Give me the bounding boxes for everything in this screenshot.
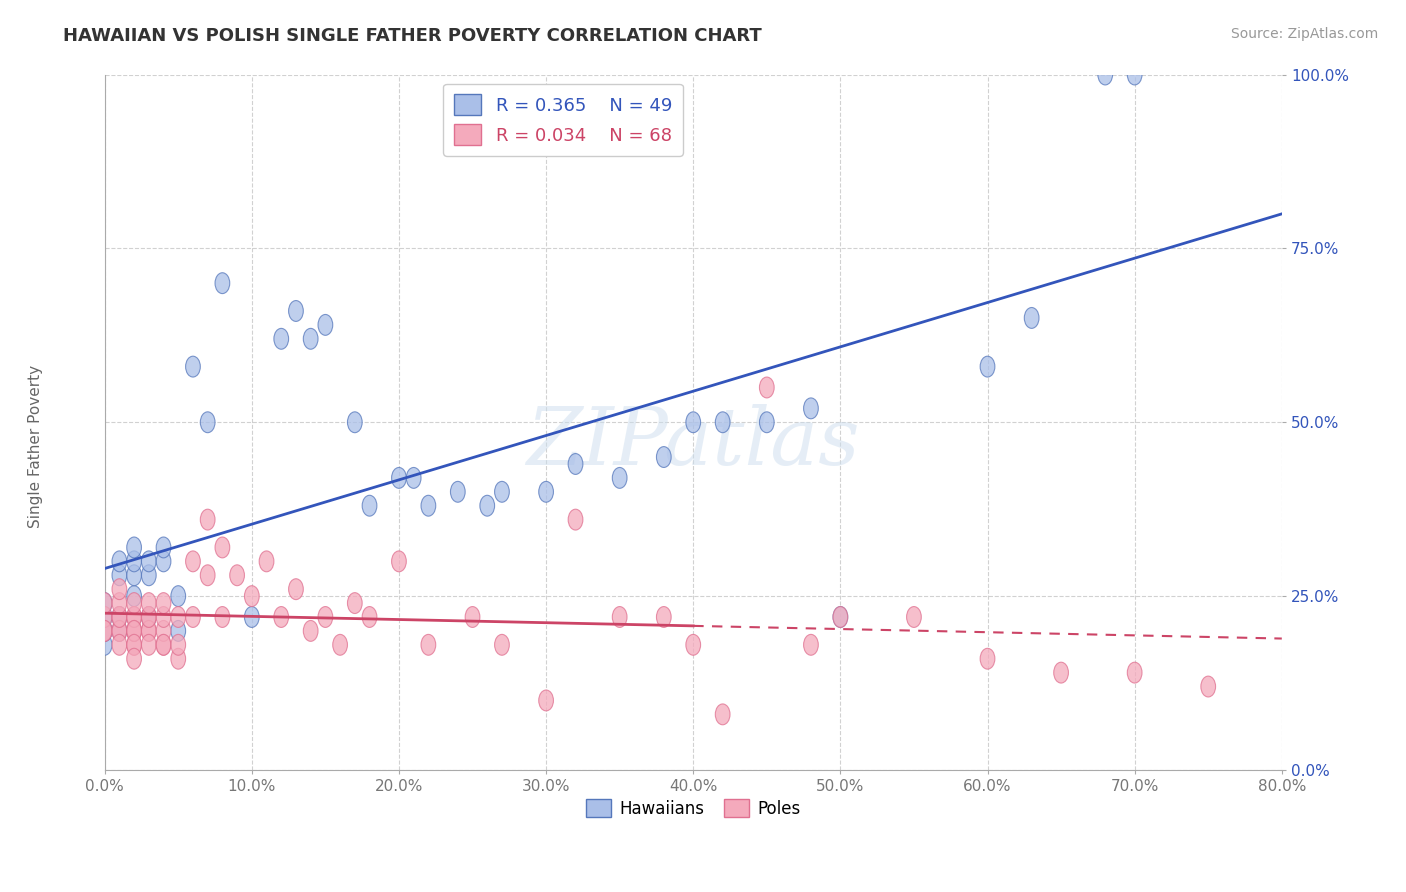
Text: HAWAIIAN VS POLISH SINGLE FATHER POVERTY CORRELATION CHART: HAWAIIAN VS POLISH SINGLE FATHER POVERTY…	[63, 27, 762, 45]
Text: ZIPatlas: ZIPatlas	[526, 404, 860, 482]
Legend: Hawaiians, Poles: Hawaiians, Poles	[579, 793, 807, 824]
Text: Source: ZipAtlas.com: Source: ZipAtlas.com	[1230, 27, 1378, 41]
Text: Single Father Poverty: Single Father Poverty	[28, 365, 42, 527]
